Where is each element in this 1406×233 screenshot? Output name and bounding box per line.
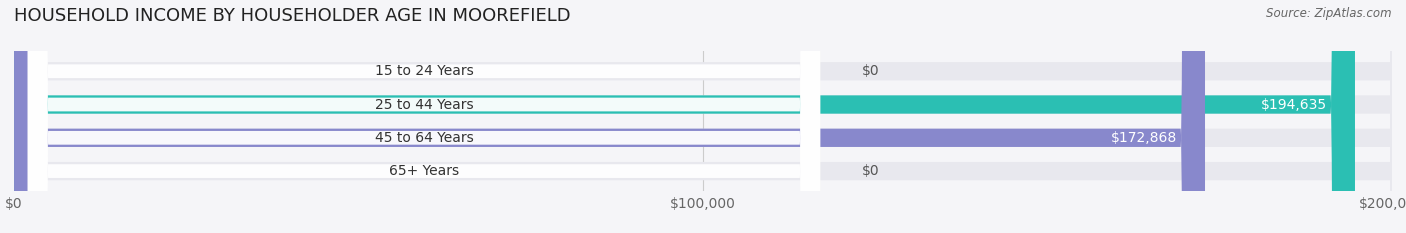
Text: $0: $0: [862, 164, 879, 178]
FancyBboxPatch shape: [28, 0, 820, 233]
FancyBboxPatch shape: [28, 0, 820, 233]
FancyBboxPatch shape: [14, 0, 1205, 233]
Text: 45 to 64 Years: 45 to 64 Years: [374, 131, 474, 145]
Text: $172,868: $172,868: [1111, 131, 1177, 145]
Text: Source: ZipAtlas.com: Source: ZipAtlas.com: [1267, 7, 1392, 20]
Text: $194,635: $194,635: [1261, 98, 1327, 112]
FancyBboxPatch shape: [14, 0, 1392, 233]
Text: $0: $0: [862, 64, 879, 78]
FancyBboxPatch shape: [14, 0, 1392, 233]
Text: 15 to 24 Years: 15 to 24 Years: [374, 64, 474, 78]
FancyBboxPatch shape: [14, 0, 1392, 233]
FancyBboxPatch shape: [14, 0, 1392, 233]
FancyBboxPatch shape: [28, 0, 820, 233]
Text: HOUSEHOLD INCOME BY HOUSEHOLDER AGE IN MOOREFIELD: HOUSEHOLD INCOME BY HOUSEHOLDER AGE IN M…: [14, 7, 571, 25]
FancyBboxPatch shape: [14, 0, 1355, 233]
Text: 65+ Years: 65+ Years: [389, 164, 458, 178]
FancyBboxPatch shape: [28, 0, 820, 233]
Text: 25 to 44 Years: 25 to 44 Years: [374, 98, 474, 112]
